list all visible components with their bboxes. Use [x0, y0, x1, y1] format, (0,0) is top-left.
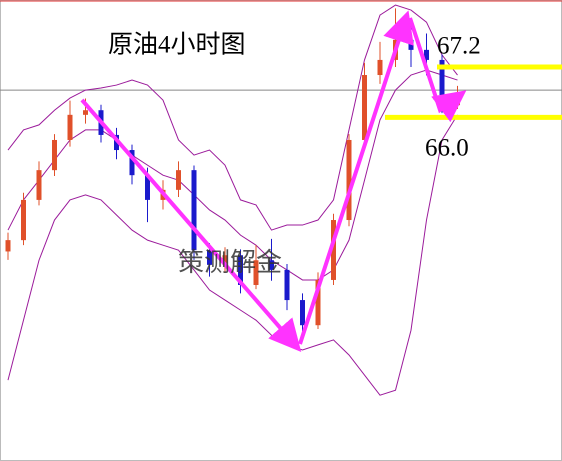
arrow: [408, 17, 467, 123]
candle-body: [269, 260, 274, 270]
candle-body: [67, 114, 73, 140]
candle-body: [222, 255, 228, 265]
arrow: [298, 10, 414, 345]
candle-body: [300, 300, 305, 326]
candle-body: [377, 59, 383, 76]
candle-body: [238, 255, 243, 285]
candle-body: [408, 39, 414, 50]
candle-body: [52, 139, 57, 171]
trend-arrows: [80, 10, 467, 353]
candle-body: [5, 240, 11, 252]
candle-body: [424, 49, 429, 60]
candle-body: [176, 170, 181, 190]
candle-body: [253, 260, 259, 285]
candle-body: [284, 269, 290, 301]
bollinger-band: [7, 69, 458, 281]
candle-body: [36, 170, 42, 200]
level-label: 66.0: [425, 135, 469, 162]
candle-body: [21, 199, 26, 241]
candle-body: [362, 75, 367, 140]
watermark: 策测解金: [178, 248, 282, 277]
candle-body: [83, 110, 88, 115]
candle-body: [129, 150, 135, 176]
bollinger-band: [7, 4, 458, 231]
chart-title: 原油4小时图: [108, 31, 246, 59]
candle-body: [315, 279, 321, 326]
candle-body: [331, 220, 336, 280]
plot: [0, 4, 562, 396]
candle-body: [439, 59, 445, 106]
bollinger-band: [7, 114, 458, 396]
level-label: 67.2: [437, 33, 481, 60]
candle-body: [145, 175, 150, 200]
candle-body: [207, 250, 212, 265]
candle-body: [191, 170, 197, 251]
candle-body: [346, 139, 352, 221]
arrow: [80, 98, 302, 353]
